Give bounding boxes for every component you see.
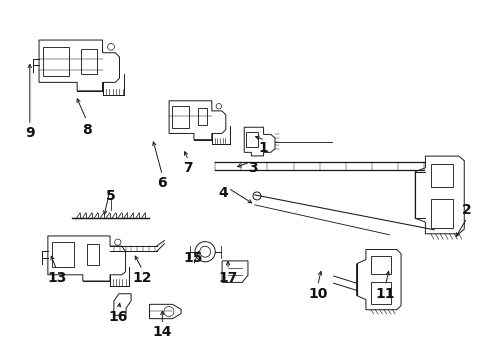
Bar (43, 47, 69, 76)
Text: 7: 7 (183, 161, 193, 175)
Bar (371, 256, 391, 274)
Text: 17: 17 (219, 271, 238, 285)
Text: 9: 9 (25, 126, 35, 140)
Text: 4: 4 (218, 186, 228, 200)
Text: 13: 13 (47, 271, 67, 285)
Text: 10: 10 (308, 287, 327, 301)
Bar (172, 106, 189, 128)
Bar (371, 283, 391, 304)
Bar (87, 244, 99, 265)
Text: 2: 2 (462, 203, 472, 217)
Text: 15: 15 (183, 251, 203, 265)
Text: 16: 16 (109, 310, 128, 324)
Bar (81, 49, 97, 74)
Bar (246, 131, 258, 147)
Bar (198, 108, 207, 125)
Text: 12: 12 (133, 271, 152, 285)
Text: 14: 14 (152, 325, 172, 339)
Text: 5: 5 (106, 189, 116, 203)
Text: 3: 3 (248, 161, 258, 175)
Text: 6: 6 (157, 176, 167, 190)
Text: 8: 8 (82, 123, 92, 137)
Text: 11: 11 (376, 287, 395, 301)
Bar (431, 199, 453, 228)
Bar (52, 242, 74, 267)
Bar (431, 164, 453, 187)
Text: 1: 1 (258, 141, 268, 155)
